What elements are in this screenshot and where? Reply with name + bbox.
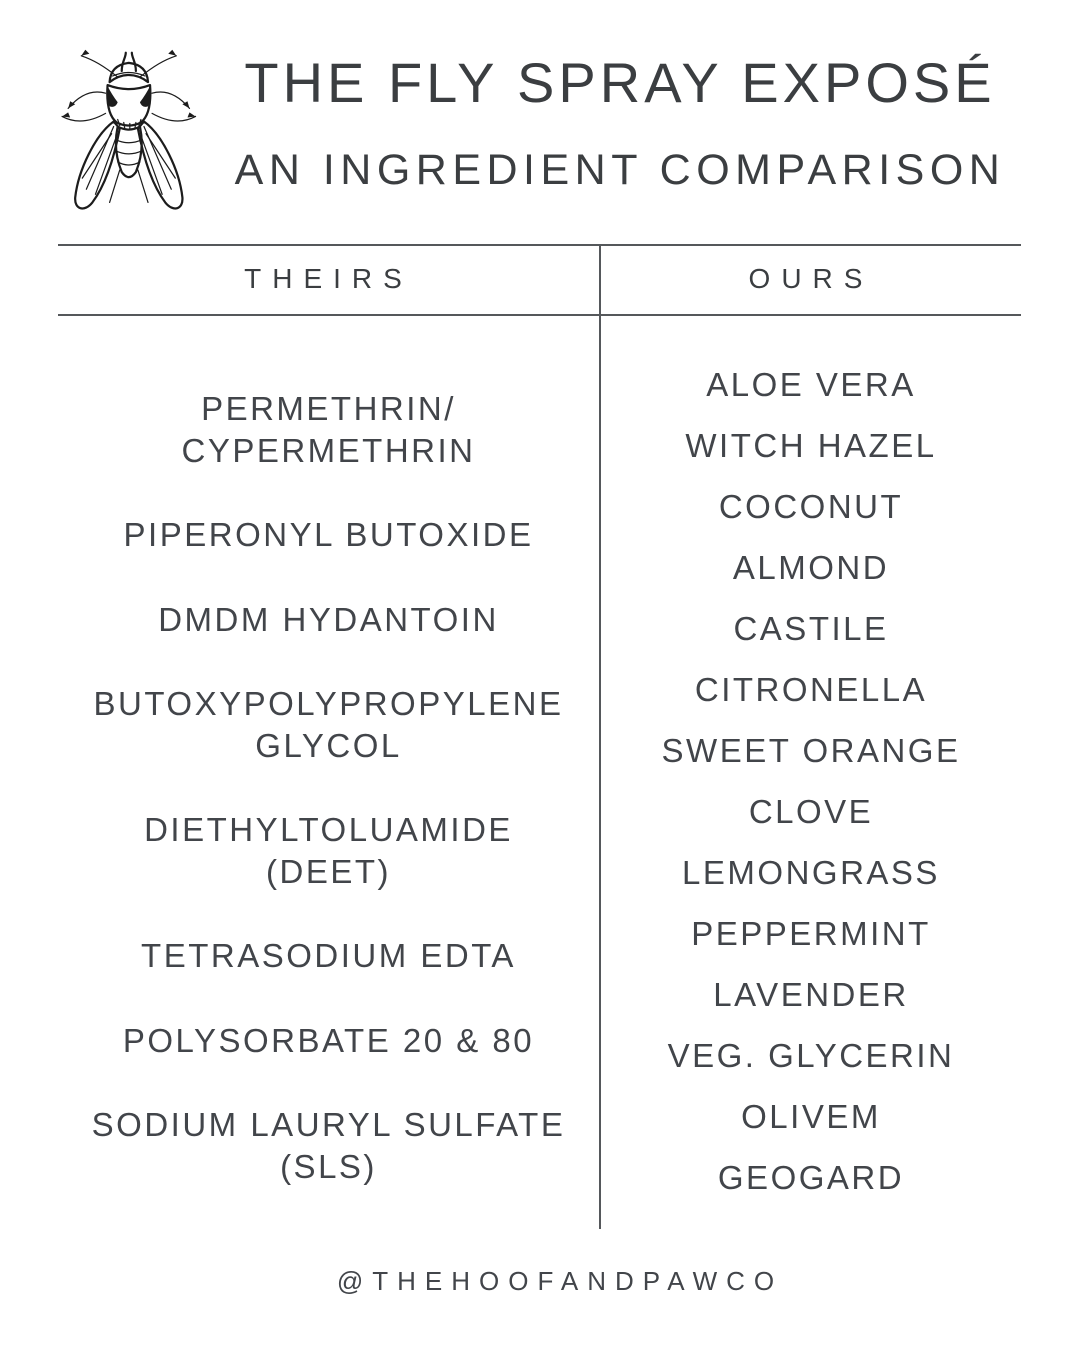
page-title: THE FLY SPRAY EXPOSÉ <box>244 51 996 114</box>
ingredient-item: PERMETHRIN/ CYPERMETHRIN <box>181 390 476 469</box>
ingredient-item: CASTILE <box>733 610 889 647</box>
column-header-theirs: THEIRS <box>244 263 413 294</box>
ingredient-item: COCONUT <box>718 488 904 525</box>
column-header-ours: OURS <box>748 263 874 294</box>
ingredient-list-theirs: PERMETHRIN/ CYPERMETHRIN PIPERONYL BUTOX… <box>58 388 599 1188</box>
ingredient-item: POLYSORBATE 20 & 80 <box>122 1021 535 1059</box>
ingredient-item: CITRONELLA <box>694 671 928 708</box>
ingredient-item: PIPERONYL BUTOXIDE <box>123 516 534 554</box>
fly-icon <box>61 49 197 210</box>
ingredient-item: DMDM HYDANTOIN <box>158 600 499 638</box>
ingredient-item: DIETHYLTOLUAMIDE (DEET) <box>144 811 513 891</box>
ingredient-item: ALOE VERA <box>706 366 916 403</box>
ingredient-list-ours: ALOE VERA WITCH HAZEL COCONUT ALMOND CAS… <box>601 364 1021 1199</box>
ingredient-item: LAVENDER <box>713 976 909 1013</box>
ingredient-item: WITCH HAZEL <box>685 427 937 464</box>
ingredient-item: LEMONGRASS <box>682 854 940 891</box>
page-subtitle: AN INGREDIENT COMPARISON <box>234 146 1006 194</box>
table-column-divider <box>599 245 601 1229</box>
ingredient-item: VEG. GLYCERIN <box>667 1037 955 1074</box>
ingredient-item: BUTOXYPOLYPROPYLENE GLYCOL <box>93 684 564 764</box>
ingredient-item: TETRASODIUM EDTA <box>141 937 516 975</box>
ingredient-item: ALMOND <box>732 549 890 586</box>
ingredient-item: PEPPERMINT <box>691 915 931 952</box>
ingredient-item: GEOGARD <box>717 1159 905 1196</box>
social-handle: @THEHOOFANDPAWCO <box>336 1266 784 1296</box>
ingredient-item: OLIVEM <box>741 1098 881 1135</box>
table-top-rule <box>58 244 1021 246</box>
ingredient-item: SODIUM LAURYL SULFATE (SLS) <box>91 1105 566 1185</box>
ingredient-item: CLOVE <box>748 793 874 830</box>
table-header-rule <box>58 314 1021 316</box>
ingredient-item: SWEET ORANGE <box>661 732 961 769</box>
